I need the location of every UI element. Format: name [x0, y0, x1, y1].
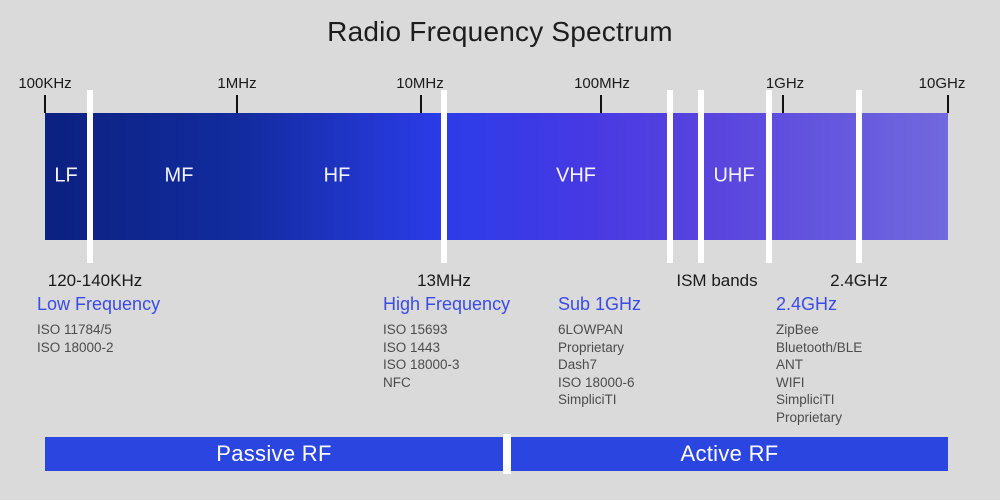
group-list: ZipBee Bluetooth/BLE ANT WIFI SimpliciTI Prop…	[776, 321, 862, 427]
group-item: SimpliciTI	[776, 392, 835, 408]
passive-rf-label: Passive RF	[216, 441, 332, 466]
band-label-lf: LF	[54, 164, 78, 187]
group-list: ISO 15693 ISO 1443 ISO 18000-3 NFC	[383, 321, 510, 391]
group-item: ISO 18000-6	[558, 374, 635, 390]
group-item: ISO 18000-2	[37, 339, 114, 355]
band-divider	[698, 90, 704, 263]
axis-tick-mark	[947, 95, 949, 113]
protocol-group: High Frequency ISO 15693 ISO 1443 ISO 18000…	[383, 295, 510, 391]
group-item: ISO 18000-3	[383, 357, 460, 373]
axis-tick-mark	[44, 95, 46, 113]
band-divider	[766, 90, 772, 263]
group-item: ZipBee	[776, 322, 819, 337]
axis-tick-label: 10MHz	[396, 75, 444, 92]
callout-label: 120-140KHz	[47, 271, 143, 290]
protocol-group: Low Frequency ISO 11784/5 ISO 18000-2	[37, 295, 160, 356]
callout-label: ISM bands	[676, 271, 758, 290]
group-item: ISO 1443	[383, 339, 441, 355]
band-divider	[667, 90, 673, 263]
axis-tick-label: 100MHz	[574, 75, 630, 92]
axis-tick-label: 100KHz	[18, 75, 72, 92]
spectrum-bar	[45, 113, 948, 240]
group-item: Bluetooth/BLE	[776, 339, 863, 355]
axis-tick-mark	[420, 95, 422, 113]
group-list: ISO 11784/5 ISO 18000-2	[37, 321, 160, 356]
axis-tick-label: 10GHz	[918, 75, 966, 92]
band-label-vhf: VHF	[556, 164, 596, 187]
group-list: 6LOWPAN Proprietary Dash7 ISO 18000-6 Simpli…	[558, 321, 641, 409]
band-divider	[87, 90, 93, 263]
group-item: ANT	[776, 357, 803, 373]
group-item: Dash7	[558, 357, 598, 373]
group-item: ISO 15693	[383, 322, 448, 337]
axis-tick-mark	[782, 95, 784, 113]
axis-tick-label: 1MHz	[217, 75, 257, 92]
protocol-group: Sub 1GHz 6LOWPAN Proprietary Dash7 ISO 18000…	[558, 295, 641, 409]
band-label-hf: HF	[323, 164, 351, 187]
axis-tick-mark	[236, 95, 238, 113]
active-rf-bar: Active RF	[511, 437, 948, 471]
callout-label: 13MHz	[417, 271, 471, 290]
group-heading: 2.4GHz	[776, 294, 838, 314]
group-item: ISO 11784/5	[37, 322, 112, 337]
group-heading: Sub 1GHz	[558, 294, 642, 314]
footer-divider	[503, 434, 511, 474]
band-divider	[856, 90, 862, 263]
passive-rf-bar: Passive RF	[45, 437, 503, 471]
protocol-group: 2.4GHz ZipBee Bluetooth/BLE ANT WIFI Simplici…	[776, 295, 862, 427]
axis-tick-label: 1GHz	[765, 75, 805, 92]
page-title: Radio Frequency Spectrum	[327, 16, 673, 47]
band-label-uhf: UHF	[713, 164, 755, 187]
group-item: SimpliciTI	[558, 392, 617, 408]
group-item: 6LOWPAN	[558, 322, 624, 337]
callout-label: 2.4GHz	[830, 271, 888, 290]
group-item: WIFI	[776, 374, 805, 390]
group-heading: Low Frequency	[37, 294, 161, 314]
active-rf-label: Active RF	[680, 441, 779, 466]
group-heading: High Frequency	[383, 294, 511, 314]
band-divider	[441, 90, 447, 263]
band-label-mf: MF	[164, 164, 194, 187]
group-item: Proprietary	[558, 339, 625, 355]
group-item: Proprietary	[776, 409, 843, 425]
group-item: NFC	[383, 374, 411, 390]
axis-tick-mark	[600, 95, 602, 113]
